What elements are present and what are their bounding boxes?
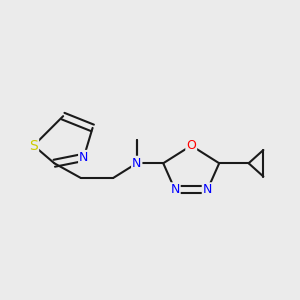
Text: N: N <box>203 183 212 196</box>
Text: O: O <box>186 139 196 152</box>
Text: N: N <box>132 157 141 170</box>
Text: N: N <box>170 183 180 196</box>
Text: S: S <box>29 139 38 153</box>
Text: N: N <box>79 151 88 164</box>
